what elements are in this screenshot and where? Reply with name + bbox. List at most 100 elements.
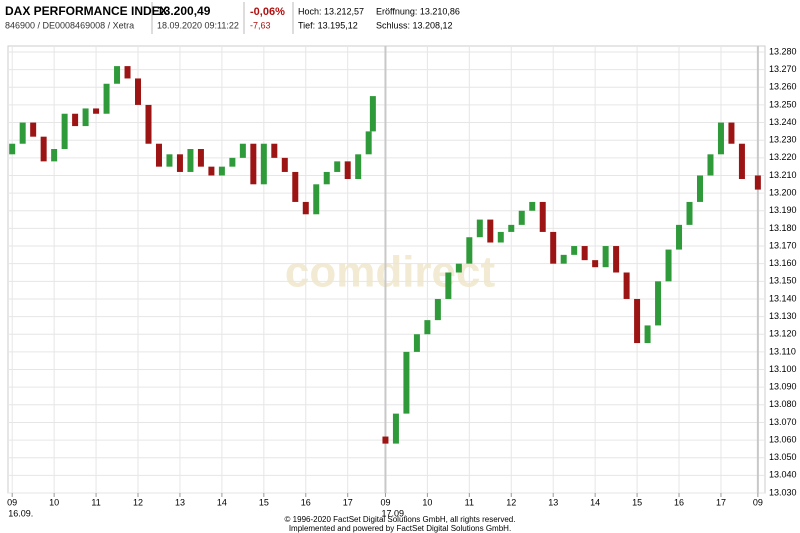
candle-body <box>239 143 246 158</box>
x-tick-label: 13 <box>548 497 558 507</box>
x-date-label: 17.09. <box>381 508 406 518</box>
x-tick-label: 11 <box>465 497 474 507</box>
price: 13.200,49 <box>157 4 211 18</box>
low: Tief: 13.195,12 <box>298 20 358 30</box>
x-tick-label: 14 <box>217 497 227 507</box>
x-tick-label: 17 <box>716 497 726 507</box>
x-tick-label: 09 <box>7 497 17 507</box>
x-tick-label: 09 <box>753 497 763 507</box>
candle-body <box>166 154 173 167</box>
y-tick-label: 13.230 <box>769 135 797 145</box>
candle-body <box>655 281 662 326</box>
y-tick-label: 13.260 <box>769 82 797 92</box>
candle-body <box>369 96 376 132</box>
y-tick-label: 13.280 <box>769 46 797 56</box>
x-tick-label: 10 <box>49 497 59 507</box>
header: DAX PERFORMANCE INDEX 846900 / DE0008469… <box>5 2 460 34</box>
candle-body <box>103 83 110 114</box>
datetime: 18.09.2020 09:11:22 <box>157 20 239 30</box>
y-tick-label: 13.030 <box>769 487 797 497</box>
index-name: DAX PERFORMANCE INDEX <box>5 4 168 18</box>
y-tick-label: 13.180 <box>769 223 797 233</box>
x-tick-label: 09 <box>380 497 390 507</box>
candle-body <box>323 171 330 185</box>
y-tick-label: 13.080 <box>769 399 797 409</box>
candle-body <box>508 224 515 232</box>
candle-body <box>61 113 68 150</box>
candle-body <box>696 175 703 202</box>
candle-body <box>93 108 100 114</box>
candle-body <box>581 246 588 261</box>
y-tick-label: 13.170 <box>769 240 797 250</box>
x-tick-label: 14 <box>590 497 600 507</box>
candle-body <box>539 201 546 232</box>
candle-body <box>135 78 142 105</box>
candle-body <box>9 143 16 155</box>
candle-body <box>602 246 609 268</box>
candle-body <box>365 131 372 155</box>
y-tick-label: 13.270 <box>769 64 797 74</box>
candle-body <box>445 272 452 299</box>
close: Schluss: 13.208,12 <box>376 20 453 30</box>
candle-body <box>497 231 504 243</box>
y-tick-label: 13.220 <box>769 152 797 162</box>
candle-body <box>313 184 320 215</box>
candle-body <box>424 320 431 335</box>
x-tick-label: 15 <box>632 497 642 507</box>
candle-body <box>738 143 745 180</box>
candle-body <box>40 136 47 162</box>
x-tick-label: 13 <box>175 497 185 507</box>
y-tick-label: 13.210 <box>769 170 797 180</box>
candle-body <box>487 219 494 243</box>
candle-body <box>623 272 630 299</box>
high: Hoch: 13.212,57 <box>298 6 364 16</box>
candle-body <box>754 175 761 190</box>
candle-body <box>187 149 194 172</box>
candle-body <box>302 201 309 215</box>
y-tick-label: 13.040 <box>769 470 797 480</box>
candle-body <box>51 149 58 162</box>
y-tick-label: 13.140 <box>769 293 797 303</box>
x-tick-label: 17 <box>343 497 353 507</box>
x-tick-label: 16 <box>674 497 684 507</box>
y-tick-label: 13.190 <box>769 205 797 215</box>
candle-body <box>455 263 462 273</box>
candle-body <box>176 154 183 172</box>
powered-by: Implemented and powered by FactSet Digit… <box>289 524 511 533</box>
candle-body <box>466 237 473 264</box>
candle-body <box>392 413 399 444</box>
candle-body <box>571 246 578 255</box>
candle-body <box>271 143 278 158</box>
y-tick-label: 13.200 <box>769 187 797 197</box>
x-tick-label: 11 <box>91 497 100 507</box>
watermark: comdirect <box>285 248 496 297</box>
candle-body <box>155 143 162 167</box>
candle-body <box>229 157 236 167</box>
candle-body <box>30 122 37 137</box>
candle-body <box>434 298 441 321</box>
candle-body <box>19 122 26 144</box>
candle-body <box>292 171 299 202</box>
candle-body <box>707 154 714 176</box>
candle-body <box>250 143 257 185</box>
candle-body <box>197 149 204 167</box>
x-tick-label: 16 <box>301 497 311 507</box>
open: Eröffnung: 13.210,86 <box>376 6 460 16</box>
x-tick-label: 10 <box>422 497 432 507</box>
y-tick-label: 13.090 <box>769 382 797 392</box>
candle-body <box>114 66 121 84</box>
candle-body <box>145 104 152 144</box>
candle-body <box>382 436 389 444</box>
y-tick-label: 13.120 <box>769 329 797 339</box>
candle-body <box>550 231 557 264</box>
candle-body <box>644 325 651 344</box>
candle-body <box>529 201 536 211</box>
candle-body <box>686 201 693 225</box>
candle-body <box>281 157 288 172</box>
candle-body <box>334 161 341 172</box>
candle-body <box>476 219 483 238</box>
x-tick-label: 15 <box>259 497 269 507</box>
candle-body <box>355 154 362 180</box>
